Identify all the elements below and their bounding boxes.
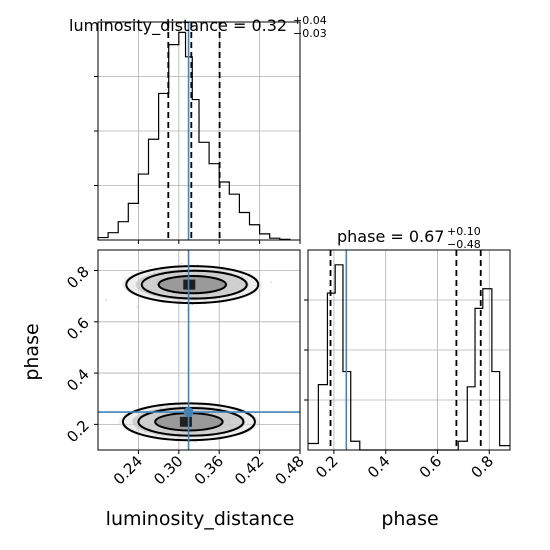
scatter-point — [136, 305, 139, 308]
scatter-point — [194, 441, 197, 443]
scatter-point — [180, 262, 183, 265]
y-axis-label-phase: phase — [21, 323, 43, 380]
title-phase: phase = 0.67 — [337, 227, 444, 246]
x-tick-label-distance: 0.30 — [150, 452, 186, 488]
title-distance-sup: +0.04 — [293, 14, 327, 27]
truth-marker — [183, 407, 194, 418]
panel-hist-distance — [94, 21, 301, 244]
contour-mid-0 — [140, 269, 248, 300]
contour-inner-0 — [157, 274, 227, 295]
scatter-point — [149, 265, 152, 268]
title-phase-sub: −0.48 — [447, 238, 481, 251]
x-tick-label-distance: 0.48 — [271, 452, 307, 488]
x-tick-label-phase: 0.4 — [364, 452, 394, 482]
histogram-phase — [308, 264, 510, 451]
title-distance: luminosity_distance = 0.32 — [69, 16, 287, 36]
x-tick-label-distance: 0.36 — [191, 452, 227, 488]
x-tick-label-phase: 0.2 — [312, 452, 342, 482]
x-tick-label-distance: 0.24 — [110, 452, 146, 488]
density-peak-1 — [179, 416, 192, 427]
x-axis-label-phase: phase — [381, 508, 438, 530]
scatter-point — [269, 281, 272, 284]
x-tick-label-phase: 0.6 — [416, 452, 446, 482]
title-phase-sup: +0.10 — [447, 225, 481, 238]
contour-outer-0 — [125, 265, 260, 305]
title-distance-sub: −0.03 — [293, 27, 327, 40]
x-tick-label-phase: 0.8 — [468, 452, 498, 482]
scatter-point — [191, 303, 194, 306]
x-axis-label-distance: luminosity_distance — [106, 508, 295, 530]
panel-hist-phase: 0.2 0.4 0.6 0.8 — [304, 249, 511, 482]
panel-2d-distance-phase: 0.24 0.30 0.36 0.42 0.48 0.2 0.4 0.6 0.8 — [63, 249, 308, 488]
x-tick-label-distance: 0.42 — [231, 452, 267, 488]
y-tick-label-phase: 0.6 — [63, 314, 93, 344]
histogram-distance — [97, 31, 291, 240]
y-tick-label-phase: 0.2 — [63, 416, 93, 446]
scatter-point — [105, 299, 107, 301]
y-tick-label-phase: 0.8 — [63, 263, 93, 293]
title-distance-main: luminosity_distance = 0.32 — [69, 16, 287, 36]
frame-2d — [97, 249, 301, 451]
y-tick-label-phase: 0.4 — [63, 365, 93, 395]
title-phase-main: phase = 0.67 — [337, 227, 444, 246]
